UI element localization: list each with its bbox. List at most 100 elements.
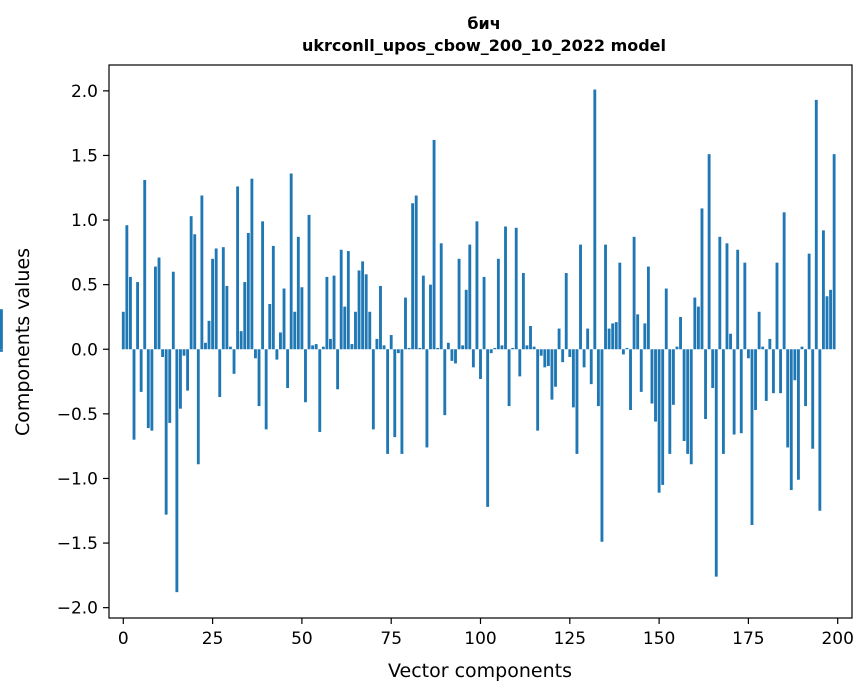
bar <box>139 349 143 392</box>
bar <box>632 236 636 350</box>
bar <box>811 349 815 449</box>
y-tick-label: 1.0 <box>71 211 98 231</box>
bar <box>346 251 350 350</box>
bar <box>750 349 754 525</box>
bar <box>389 335 393 350</box>
bar <box>407 347 411 350</box>
bar <box>443 349 447 416</box>
y-tick-label: 2.0 <box>71 82 98 102</box>
bar <box>261 221 265 350</box>
x-tick-label: 175 <box>732 629 764 649</box>
x-tick-label: 125 <box>554 629 586 649</box>
bar <box>779 349 782 394</box>
bar <box>339 249 343 350</box>
bar <box>754 349 757 410</box>
bar <box>796 349 800 480</box>
bar <box>818 349 822 511</box>
bar <box>429 284 432 350</box>
bar <box>671 349 675 405</box>
bar <box>375 338 379 350</box>
bar <box>746 349 750 359</box>
bar <box>482 276 486 350</box>
bar <box>221 247 225 350</box>
bar <box>614 322 618 350</box>
bar <box>536 349 540 431</box>
bar <box>607 328 611 350</box>
bar <box>514 227 518 350</box>
chart-title: бич <box>467 14 500 33</box>
bar <box>654 349 657 422</box>
bar <box>682 349 686 441</box>
bar <box>464 289 468 350</box>
bar <box>596 349 600 407</box>
bar <box>793 349 797 381</box>
bar <box>293 311 297 350</box>
bar <box>204 342 207 350</box>
bar <box>664 288 668 350</box>
bar <box>361 261 365 350</box>
bar <box>479 349 482 379</box>
bar <box>786 349 790 448</box>
bar <box>496 258 500 350</box>
bar <box>550 349 554 400</box>
plot-frame <box>108 64 853 619</box>
bar <box>711 349 715 389</box>
bar <box>393 349 397 438</box>
bar <box>782 212 786 350</box>
bar <box>132 349 136 440</box>
y-tick-label: −1.5 <box>57 534 98 554</box>
bar <box>121 311 125 350</box>
bar <box>146 349 150 429</box>
bar <box>396 349 400 354</box>
x-tick-label: 25 <box>202 629 224 649</box>
bar <box>129 276 132 350</box>
bar <box>314 344 318 350</box>
bar <box>775 262 779 350</box>
bar <box>304 349 307 403</box>
x-axis-label: Vector components <box>388 660 572 682</box>
bar <box>521 273 525 350</box>
bar <box>357 270 361 350</box>
bar <box>150 349 154 431</box>
y-tick-label: −1.0 <box>57 469 98 489</box>
y-tick-label: 1.5 <box>71 146 98 166</box>
bar <box>568 349 572 357</box>
bar <box>254 349 257 359</box>
bar <box>696 306 700 350</box>
bar <box>679 316 682 350</box>
bar <box>271 245 275 350</box>
bar <box>789 349 793 491</box>
bar <box>421 275 425 350</box>
bar <box>200 195 204 350</box>
bar <box>379 285 382 350</box>
bar <box>543 349 547 368</box>
bar <box>739 349 743 434</box>
x-tick-label: 200 <box>821 629 853 649</box>
bar <box>707 154 711 350</box>
bar <box>325 276 329 350</box>
bar <box>689 349 693 465</box>
bar <box>257 349 261 407</box>
bar <box>675 346 679 350</box>
bar <box>504 226 507 350</box>
bar <box>825 296 829 350</box>
bar <box>296 236 300 350</box>
bar <box>189 216 193 350</box>
bar <box>125 225 129 350</box>
bar <box>643 323 647 350</box>
bar <box>493 347 497 350</box>
bar <box>143 179 147 350</box>
bar <box>318 349 322 432</box>
bar <box>136 282 140 350</box>
bar <box>571 349 575 408</box>
bar <box>154 266 157 350</box>
bar <box>821 230 825 350</box>
bar <box>814 99 818 350</box>
bar <box>236 186 240 350</box>
bar <box>736 249 740 350</box>
bar <box>382 345 386 350</box>
bar <box>371 349 375 430</box>
bar <box>243 282 247 350</box>
bar <box>718 236 722 350</box>
bar <box>539 349 543 356</box>
